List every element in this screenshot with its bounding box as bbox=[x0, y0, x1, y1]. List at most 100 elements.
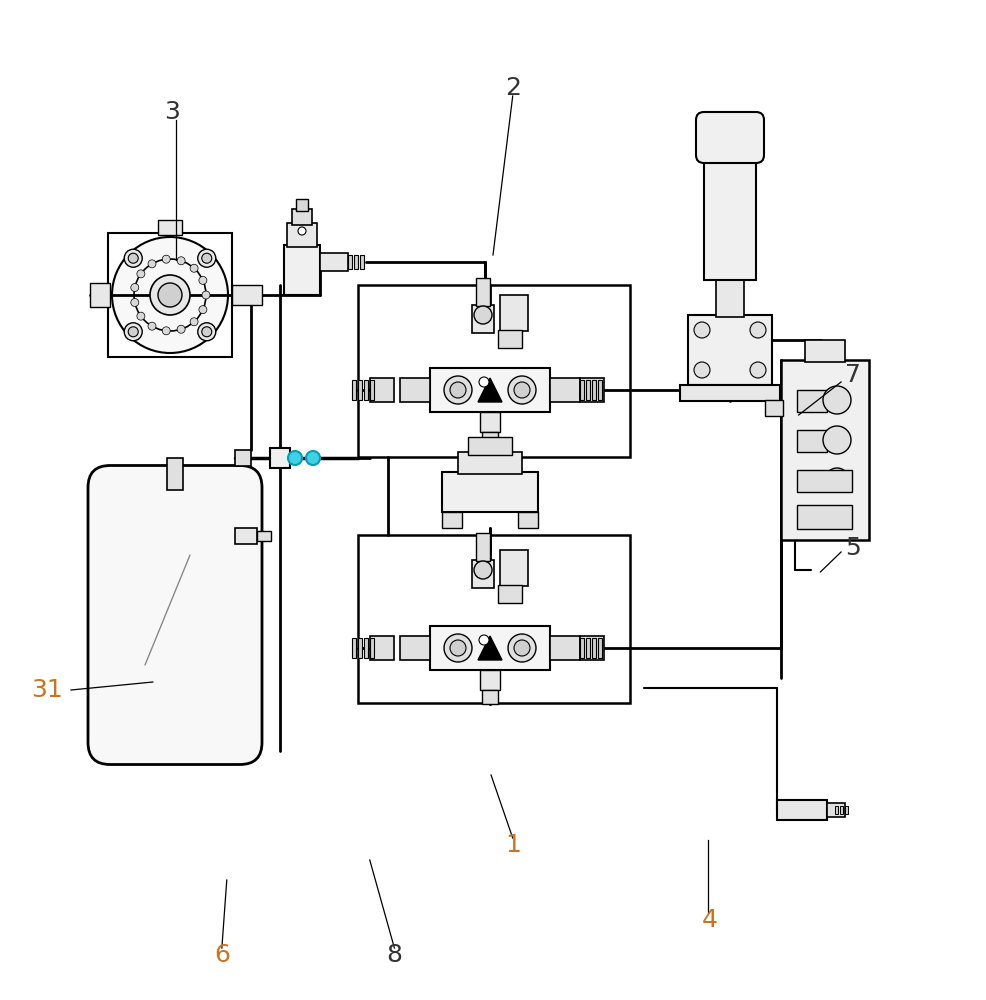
Circle shape bbox=[124, 249, 142, 267]
Bar bbox=[586, 638, 590, 658]
Circle shape bbox=[750, 362, 766, 378]
Bar bbox=[468, 437, 512, 455]
Bar bbox=[108, 233, 232, 357]
Text: 5: 5 bbox=[845, 536, 861, 560]
Circle shape bbox=[199, 306, 207, 314]
Bar bbox=[781, 360, 869, 540]
Bar bbox=[292, 209, 312, 225]
Circle shape bbox=[112, 237, 228, 353]
Bar bbox=[358, 638, 362, 658]
Bar bbox=[777, 800, 827, 820]
Circle shape bbox=[508, 634, 536, 662]
Circle shape bbox=[137, 270, 145, 278]
Circle shape bbox=[202, 253, 212, 263]
Circle shape bbox=[202, 291, 210, 299]
Circle shape bbox=[131, 284, 139, 292]
Bar bbox=[458, 452, 522, 474]
Bar bbox=[358, 285, 630, 457]
Bar bbox=[287, 223, 317, 247]
Bar bbox=[480, 670, 500, 690]
Bar bbox=[480, 412, 500, 432]
Bar bbox=[370, 638, 374, 658]
Circle shape bbox=[131, 298, 139, 306]
Bar bbox=[296, 199, 308, 211]
Circle shape bbox=[190, 318, 198, 326]
Text: 1: 1 bbox=[505, 833, 521, 857]
Bar bbox=[430, 626, 550, 670]
Circle shape bbox=[514, 640, 530, 656]
Bar bbox=[370, 380, 374, 400]
Bar bbox=[476, 533, 490, 561]
Bar bbox=[498, 585, 522, 603]
Bar bbox=[835, 806, 838, 814]
Bar bbox=[580, 638, 584, 658]
Circle shape bbox=[750, 322, 766, 338]
Circle shape bbox=[298, 227, 306, 235]
Circle shape bbox=[202, 327, 212, 337]
Bar bbox=[845, 806, 848, 814]
Bar bbox=[472, 305, 494, 333]
Text: 4: 4 bbox=[702, 908, 718, 932]
Bar bbox=[257, 530, 271, 540]
Circle shape bbox=[163, 327, 171, 335]
Bar bbox=[430, 368, 550, 412]
Circle shape bbox=[306, 451, 320, 465]
Text: 6: 6 bbox=[214, 943, 230, 967]
Bar bbox=[352, 638, 356, 658]
Circle shape bbox=[479, 377, 489, 387]
Bar bbox=[797, 470, 852, 492]
Bar bbox=[765, 400, 783, 416]
Circle shape bbox=[163, 255, 171, 263]
Bar bbox=[500, 550, 528, 586]
Bar bbox=[840, 806, 843, 814]
Bar bbox=[476, 278, 490, 306]
Circle shape bbox=[694, 322, 710, 338]
Bar bbox=[805, 340, 845, 362]
Bar bbox=[598, 638, 602, 658]
Bar bbox=[348, 255, 352, 269]
Bar bbox=[360, 255, 364, 269]
Circle shape bbox=[450, 640, 466, 656]
Bar bbox=[284, 245, 320, 295]
Circle shape bbox=[150, 275, 190, 315]
Circle shape bbox=[825, 468, 849, 492]
Bar bbox=[482, 690, 498, 704]
Bar bbox=[400, 636, 430, 660]
Bar bbox=[270, 448, 290, 468]
Circle shape bbox=[124, 323, 142, 341]
Bar bbox=[586, 380, 590, 400]
Bar bbox=[370, 636, 394, 660]
Bar bbox=[498, 330, 522, 348]
Bar bbox=[232, 285, 262, 305]
Bar bbox=[797, 505, 852, 529]
Bar bbox=[580, 378, 604, 402]
Circle shape bbox=[444, 376, 472, 404]
Bar bbox=[400, 378, 430, 402]
Circle shape bbox=[450, 382, 466, 398]
Circle shape bbox=[288, 451, 302, 465]
FancyBboxPatch shape bbox=[88, 466, 262, 764]
Polygon shape bbox=[478, 378, 502, 402]
Text: 3: 3 bbox=[165, 100, 180, 124]
Circle shape bbox=[479, 635, 489, 645]
Bar bbox=[167, 458, 183, 489]
Circle shape bbox=[823, 426, 851, 454]
Bar bbox=[500, 295, 528, 331]
Circle shape bbox=[148, 322, 156, 330]
Bar bbox=[364, 638, 368, 658]
Bar bbox=[797, 430, 827, 452]
Circle shape bbox=[444, 634, 472, 662]
Circle shape bbox=[158, 283, 182, 307]
Circle shape bbox=[128, 253, 138, 263]
Bar bbox=[518, 512, 538, 528]
Circle shape bbox=[190, 264, 198, 272]
Bar bbox=[442, 512, 462, 528]
Bar bbox=[827, 803, 845, 817]
Bar bbox=[716, 275, 744, 317]
Circle shape bbox=[177, 325, 185, 333]
Bar bbox=[90, 283, 110, 307]
Bar bbox=[472, 560, 494, 588]
Bar bbox=[482, 432, 498, 446]
Circle shape bbox=[198, 249, 216, 267]
Circle shape bbox=[823, 386, 851, 414]
